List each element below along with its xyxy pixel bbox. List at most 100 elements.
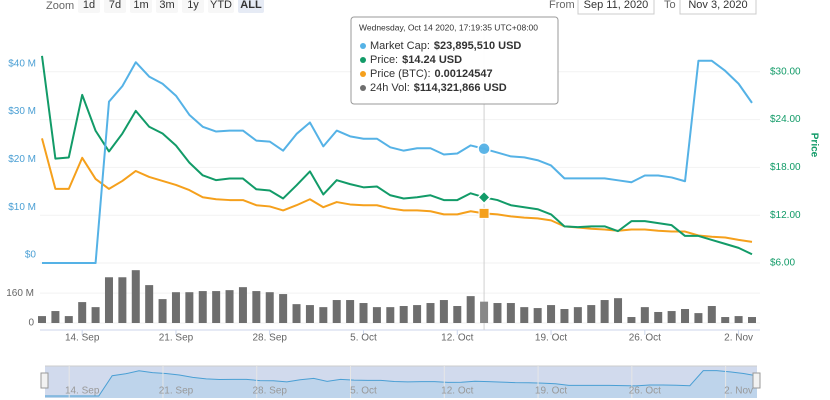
to-label: To [664,0,676,11]
volume-bar [225,290,234,323]
tooltip-box [350,16,559,105]
navigator-label: 12. Oct [441,386,473,397]
volume-bar [640,307,649,323]
volume-bar [346,300,355,323]
zoom-label: Zoom [46,0,74,12]
volume-bar [212,291,221,323]
volume-bar [627,317,636,323]
range-button-label[interactable]: ALL [240,0,262,11]
y-tick-label: $20 M [8,154,36,165]
tooltip-row: Market Cap: $23,895,510 USD [370,40,521,52]
volume-bar [493,303,502,323]
volume-bar [145,285,154,323]
navigator-line [45,370,758,397]
tooltip-label: 24h Vol: [370,82,410,94]
x-tick-label: 14. Sep [65,333,100,344]
tooltip-label: Price: [370,54,398,66]
volume-bar [734,316,743,323]
range-button[interactable] [78,0,100,13]
range-button-label[interactable]: 1m [133,0,148,11]
tooltip-bullet [360,43,366,49]
volume-bar [104,277,113,323]
volume-bar [38,316,46,323]
range-button-label[interactable]: 7d [109,0,121,11]
tooltip-row: Price (BTC): 0.00124547 [370,68,493,80]
y2-tick-label: $30.00 [770,66,801,77]
volume-tick-label: 160 M [6,288,34,299]
y-tick-label: $10 M [8,202,36,213]
range-button[interactable] [104,0,126,13]
volume-bar [91,307,100,323]
volume-bar [78,302,87,323]
range-button[interactable] [156,0,178,13]
y2-tick-label: $12.00 [770,210,801,221]
range-button-label[interactable]: 1d [83,0,95,11]
navigator-label: 21. Sep [159,386,194,397]
tooltip-bullet [360,57,366,63]
volume-bar [238,287,247,323]
range-button-label[interactable]: 3m [159,0,174,11]
range-button-label[interactable]: 1y [187,0,199,11]
x-tick-label: 28. Sep [252,333,287,344]
tooltip-bullet [360,71,366,77]
from-label: From [549,0,575,11]
volume-bar [158,299,167,323]
to-value[interactable]: Nov 3, 2020 [688,0,747,11]
range-button-label[interactable]: YTD [210,0,232,11]
range-button[interactable] [208,0,234,13]
volume-bar [292,304,301,323]
range-button[interactable] [130,0,152,13]
volume-bar [252,291,261,323]
tooltip-label: Market Cap: [370,40,430,52]
from-value[interactable]: Sep 11, 2020 [584,0,649,11]
volume-bar [506,303,515,323]
volume-bar [667,311,676,323]
y-tick-label: $40 M [8,58,36,69]
tooltip: Wednesday, Oct 14 2020, 17:19:35 UTC+08:… [350,16,559,105]
series-line [41,55,753,256]
series-line [42,59,753,264]
volume-bar [721,317,730,323]
y2-tick-label: $18.00 [770,162,801,173]
navigator-label: 26. Oct [629,386,661,397]
navigator-area [45,370,757,398]
volume-bar [707,306,716,323]
volume-bar [600,300,609,323]
navigator-label: 28. Sep [252,386,287,397]
hover-marker [477,142,491,156]
navigator-handle[interactable] [752,372,761,389]
volume-bar [265,292,274,323]
volume-bar [466,296,475,323]
volume-bar [560,309,569,323]
x-tick-label: 21. Sep [159,333,194,344]
volume-bar [694,313,703,323]
hover-marker [478,207,490,219]
navigator-handle[interactable] [40,372,49,389]
range-button[interactable] [238,0,264,13]
tooltip-value: $114,321,866 USD [414,82,507,94]
volume-bar [319,307,328,323]
volume-bar [171,292,180,323]
volume-bar [439,300,448,323]
volume-bar [305,305,314,323]
to-input[interactable] [679,0,757,15]
tooltip-header: Wednesday, Oct 14 2020, 17:19:35 UTC+08:… [359,22,538,32]
series-line [41,138,753,243]
x-tick-label: 5. Oct [350,333,377,344]
volume-bar [51,311,60,323]
volume-bar [372,307,381,323]
volume-bar [748,317,756,323]
y2-tick-label: $6.00 [770,258,795,269]
volume-bar [399,306,408,323]
hover-marker [477,190,492,205]
from-input[interactable] [577,0,655,15]
y2-tick-label: $24.00 [770,114,801,125]
tooltip-label: Price (BTC): [370,68,431,80]
volume-bar [480,301,489,323]
range-button[interactable] [182,0,204,13]
navigator-label: 19. Oct [535,386,567,397]
volume-tick-label: 0 [28,318,34,329]
volume-bar [386,307,395,323]
volume-bar [64,316,73,323]
